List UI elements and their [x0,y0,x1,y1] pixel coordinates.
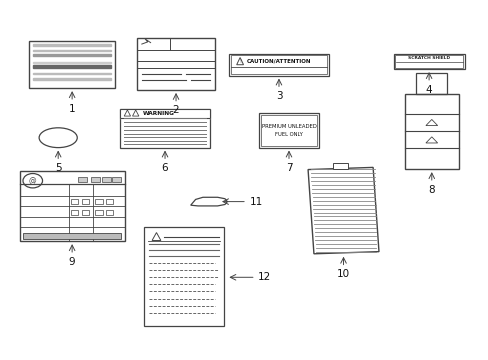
Text: PREMIUM UNLEADED: PREMIUM UNLEADED [261,123,316,129]
Text: 9: 9 [69,257,75,267]
Bar [81,199,89,204]
Bar [137,38,215,90]
Bar [415,73,446,94]
Text: 7: 7 [285,163,292,173]
Bar [91,177,100,182]
Bar [33,62,111,63]
Text: 2: 2 [172,105,179,116]
Text: 5: 5 [55,163,61,173]
Bar [230,55,326,74]
Text: 11: 11 [249,197,262,207]
Bar [261,115,316,146]
Bar [78,177,87,182]
Text: 8: 8 [427,185,434,195]
Bar [29,41,115,88]
Bar [332,163,348,169]
Text: 12: 12 [258,272,271,282]
Bar [33,65,111,68]
Bar [228,54,328,76]
Bar [81,210,89,215]
Text: !: ! [239,59,241,64]
Text: 1: 1 [69,104,75,114]
Bar [105,210,113,215]
Bar [33,54,111,57]
Bar [95,199,102,204]
Polygon shape [190,197,227,206]
Bar [112,177,121,182]
Text: CAUTION/ATTENTION: CAUTION/ATTENTION [246,59,310,64]
Bar [105,199,113,204]
Text: SCRATCH SHIELD: SCRATCH SHIELD [407,56,449,60]
Text: 4: 4 [425,85,431,95]
Polygon shape [307,167,378,254]
Bar [394,55,462,68]
Text: WARNING: WARNING [143,111,175,116]
Text: 10: 10 [336,269,349,279]
Bar [120,109,210,118]
Bar [33,78,111,80]
Bar [95,210,102,215]
Bar [120,109,210,118]
Bar [33,73,111,74]
Bar [259,113,318,148]
Bar [33,50,111,51]
Bar [33,44,111,46]
Bar [102,177,110,182]
Bar [120,109,210,148]
Bar [71,210,78,215]
Bar [23,233,121,239]
Bar [20,171,124,241]
Bar [393,54,464,69]
Text: FUEL ONLY: FUEL ONLY [274,132,303,137]
Text: @: @ [29,176,37,185]
Text: 3: 3 [275,91,282,101]
Bar [404,94,458,169]
Bar [144,227,224,326]
Text: 6: 6 [162,163,168,173]
Bar [71,199,78,204]
